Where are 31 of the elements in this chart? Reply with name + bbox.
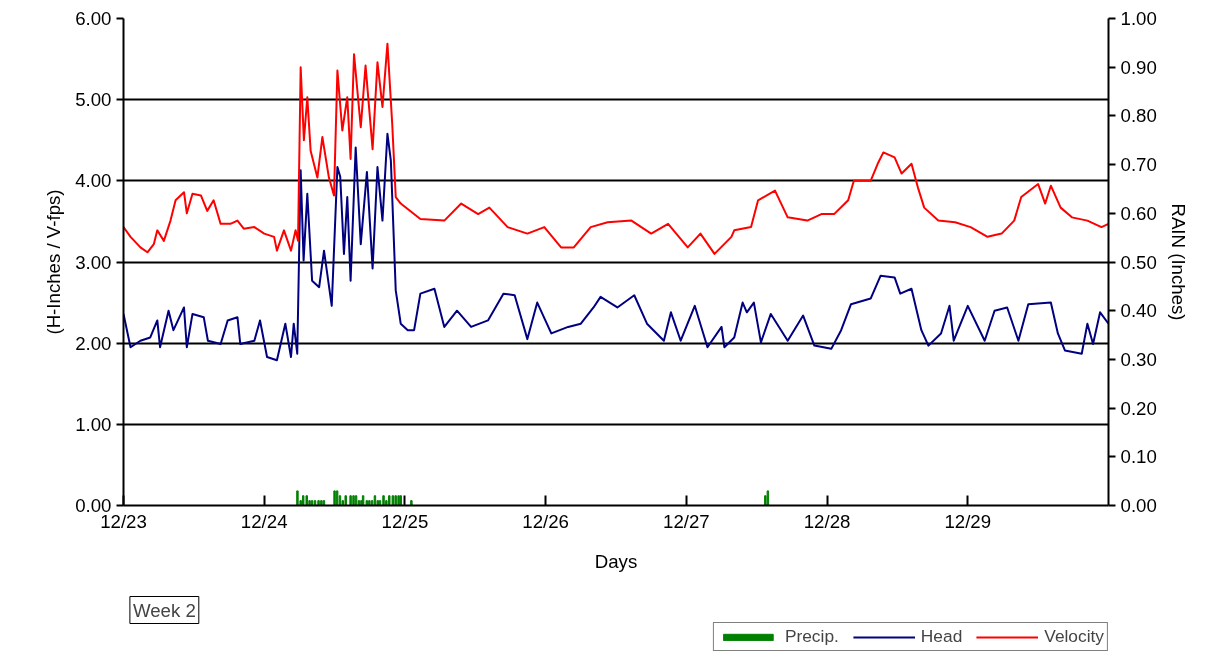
y2-tick-label: 0.00 — [1120, 495, 1157, 516]
y-tick-label: 6.00 — [75, 8, 112, 29]
legend-label: Head — [920, 626, 963, 647]
x-axis-title: Days — [594, 550, 638, 572]
y2-tick-label: 1.00 — [1120, 8, 1157, 29]
text: Week 2 — [132, 599, 196, 621]
y-tick-label: 1.00 — [75, 413, 112, 435]
y-tick-label: 4.00 — [75, 170, 112, 192]
y2-tick-label: 0.40 — [1120, 300, 1157, 322]
x-tick-label: 12/26 — [522, 510, 569, 532]
y-axis-title: (H-Inches / V-fps) — [43, 189, 65, 335]
y2-tick-label: 0.20 — [1120, 397, 1157, 419]
x-tick-label: 12/24 — [240, 510, 288, 532]
x-tick-label: 12/29 — [944, 510, 992, 532]
y-tick-label: 5.00 — [75, 89, 112, 111]
x-tick-label: 12/27 — [663, 510, 710, 532]
x-tick-label: 12/28 — [803, 510, 851, 532]
y2-axis-title: RAIN (Inches) — [1167, 203, 1189, 321]
y2-tick-label: 0.80 — [1120, 105, 1157, 127]
y-tick-label: 0.00 — [75, 495, 112, 516]
y-tick-label: 2.00 — [75, 332, 112, 354]
legend-label: Precip. — [784, 626, 839, 647]
y2-tick-label: 0.30 — [1120, 348, 1157, 370]
y2-tick-label: 0.90 — [1120, 56, 1157, 78]
y2-tick-label: 0.50 — [1120, 251, 1157, 273]
y2-tick-label: 0.60 — [1120, 202, 1157, 224]
x-tick-label: 12/25 — [381, 510, 429, 532]
y-tick-label: 3.00 — [75, 251, 112, 273]
y2-tick-label: 0.70 — [1120, 154, 1157, 176]
legend-label: Velocity — [1044, 626, 1104, 647]
y2-tick-label: 0.10 — [1120, 446, 1157, 468]
